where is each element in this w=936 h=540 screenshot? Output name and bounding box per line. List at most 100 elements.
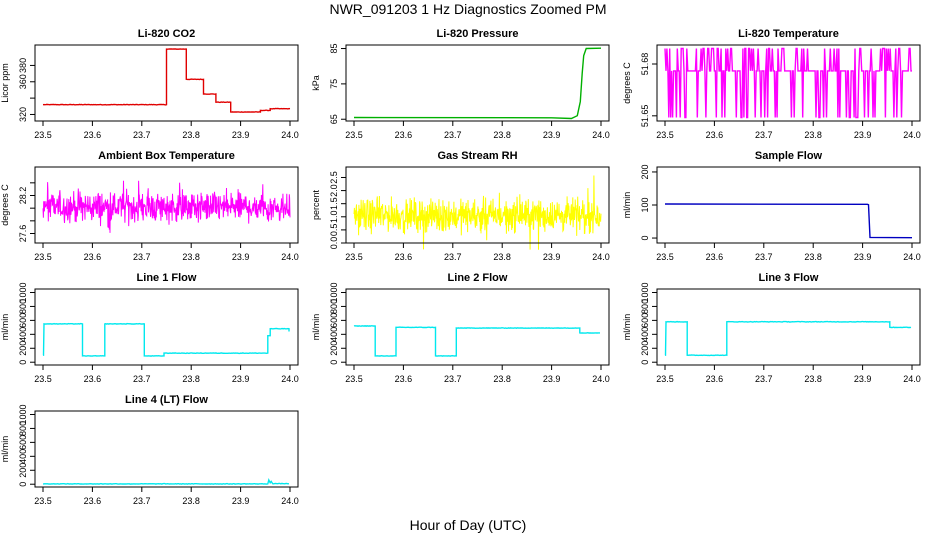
y-tick-label: 1000 bbox=[640, 282, 650, 302]
y-tick-label: 2.5 bbox=[329, 171, 339, 184]
y-tick-label: 360 bbox=[18, 74, 28, 89]
y-tick-label: 800 bbox=[329, 299, 339, 314]
y-tick-label: 600 bbox=[329, 313, 339, 328]
y-tick-label: 200 bbox=[18, 341, 28, 356]
y-tick-label: 400 bbox=[640, 327, 650, 342]
x-tick-label: 23.5 bbox=[345, 374, 363, 384]
x-tick-label: 23.7 bbox=[444, 374, 462, 384]
y-axis-label: percent bbox=[311, 189, 321, 220]
x-tick-label: 23.9 bbox=[543, 130, 561, 140]
panel-7: Line 1 Flow ml/min 23.5 23.6 23.7 23.8 23.9 24.… bbox=[0, 272, 299, 384]
x-tick-label: 23.7 bbox=[133, 496, 151, 506]
x-tick-label: 23.9 bbox=[854, 252, 872, 262]
x-tick-label: 23.7 bbox=[444, 252, 462, 262]
y-tick-label: 2.0 bbox=[329, 184, 339, 197]
panel-title: Li-820 Temperature bbox=[738, 28, 839, 40]
x-tick-label: 24.0 bbox=[903, 130, 921, 140]
y-tick-label: 1.5 bbox=[329, 197, 339, 210]
series-line-7 bbox=[42, 322, 290, 357]
y-tick-label: 200 bbox=[329, 341, 339, 356]
panel-8: Line 2 Flow ml/min 23.5 23.6 23.7 23.8 23.9 24.… bbox=[311, 272, 610, 384]
x-tick-label: 23.8 bbox=[182, 130, 200, 140]
x-tick-label: 23.8 bbox=[182, 496, 200, 506]
y-axis-label: ml/min bbox=[311, 314, 321, 341]
x-tick-label: 23.5 bbox=[34, 252, 52, 262]
x-tick-label: 24.0 bbox=[281, 130, 299, 140]
x-tick-label: 23.8 bbox=[804, 252, 822, 262]
panel-9: Line 3 Flow ml/min 23.5 23.6 23.7 23.8 23.9 24.… bbox=[622, 272, 921, 384]
series-line-9 bbox=[664, 320, 912, 357]
y-tick-label: 600 bbox=[18, 313, 28, 328]
y-tick-label: 1000 bbox=[18, 282, 28, 302]
y-tick-label: 200 bbox=[640, 164, 650, 179]
series-line-10 bbox=[43, 478, 290, 485]
panel-1: Li-820 CO2 Licor ppm 23.5 23.6 23.7 23.8 23.9 2… bbox=[0, 28, 299, 140]
plot-frame bbox=[345, 288, 610, 366]
plot-frame bbox=[34, 410, 299, 488]
series-line-1 bbox=[42, 48, 291, 113]
panel-2: Li-820 Pressure kPa 23.5 23.6 23.7 23.8 23.9 24… bbox=[311, 28, 610, 140]
y-tick-label: 380 bbox=[18, 58, 28, 73]
y-tick-label: 400 bbox=[18, 449, 28, 464]
panel-title: Ambient Box Temperature bbox=[98, 150, 235, 162]
panel-10: Line 4 (LT) Flow ml/min 23.5 23.6 23.7 23.8 23… bbox=[0, 394, 299, 506]
x-tick-label: 23.5 bbox=[656, 374, 674, 384]
y-tick-label: 0 bbox=[18, 482, 28, 487]
x-tick-label: 23.7 bbox=[133, 252, 151, 262]
plot-frame bbox=[656, 288, 921, 366]
x-tick-label: 23.6 bbox=[706, 374, 724, 384]
y-axis-label: degrees C bbox=[622, 62, 632, 104]
series-line-5 bbox=[353, 175, 602, 250]
y-tick-label: 800 bbox=[18, 299, 28, 314]
y-tick-label: 600 bbox=[18, 435, 28, 450]
y-tick-label: 600 bbox=[640, 313, 650, 328]
x-tick-label: 23.5 bbox=[34, 496, 52, 506]
series-line-2 bbox=[353, 47, 602, 120]
y-axis-label: ml/min bbox=[0, 314, 10, 341]
x-tick-label: 23.6 bbox=[84, 496, 102, 506]
plot-frame bbox=[656, 166, 921, 244]
x-tick-label: 24.0 bbox=[281, 496, 299, 506]
plot-frame bbox=[34, 288, 299, 366]
x-tick-label: 23.8 bbox=[182, 252, 200, 262]
x-tick-label: 23.7 bbox=[133, 374, 151, 384]
y-tick-label: 85 bbox=[329, 44, 339, 54]
x-tick-label: 24.0 bbox=[592, 252, 610, 262]
panel-title: Line 1 Flow bbox=[137, 272, 197, 284]
panel-6: Sample Flow ml/min 23.5 23.6 23.7 23.8 23.9 24.… bbox=[622, 150, 921, 262]
x-tick-label: 23.7 bbox=[755, 374, 773, 384]
y-tick-label: 1000 bbox=[18, 404, 28, 424]
series-line-6 bbox=[664, 203, 913, 239]
y-axis-label: degrees C bbox=[0, 184, 10, 226]
y-axis-label: Licor ppm bbox=[0, 63, 10, 103]
x-tick-label: 24.0 bbox=[592, 374, 610, 384]
x-tick-label: 23.8 bbox=[182, 374, 200, 384]
x-tick-label: 23.9 bbox=[543, 374, 561, 384]
x-tick-label: 23.5 bbox=[345, 130, 363, 140]
y-axis-label: ml/min bbox=[0, 436, 10, 463]
panel-5: Gas Stream RH percent 23.5 23.6 23.7 23.8 23.9… bbox=[311, 150, 610, 262]
y-tick-label: 200 bbox=[640, 341, 650, 356]
y-tick-label: 1000 bbox=[329, 282, 339, 302]
y-axis-label: kPa bbox=[311, 75, 321, 91]
panel-title: Li-820 CO2 bbox=[138, 28, 195, 40]
x-tick-label: 23.5 bbox=[656, 252, 674, 262]
x-tick-label: 24.0 bbox=[281, 374, 299, 384]
panel-title: Line 4 (LT) Flow bbox=[125, 394, 208, 406]
x-tick-label: 23.6 bbox=[706, 130, 724, 140]
y-tick-label: 51.65 bbox=[640, 105, 650, 128]
figure-x-axis-label: Hour of Day (UTC) bbox=[409, 517, 527, 533]
x-tick-label: 23.6 bbox=[395, 374, 413, 384]
x-tick-label: 23.5 bbox=[34, 374, 52, 384]
y-tick-label: 51.68 bbox=[640, 53, 650, 76]
plot-frame bbox=[345, 44, 610, 122]
y-tick-label: 27.6 bbox=[18, 225, 28, 243]
y-tick-label: 0.5 bbox=[329, 224, 339, 237]
y-tick-label: 320 bbox=[18, 107, 28, 122]
y-tick-label: 0 bbox=[329, 360, 339, 365]
y-tick-label: 0 bbox=[640, 360, 650, 365]
x-tick-label: 24.0 bbox=[903, 252, 921, 262]
x-tick-label: 23.6 bbox=[395, 130, 413, 140]
panel-title: Gas Stream RH bbox=[437, 150, 517, 162]
x-tick-label: 23.5 bbox=[345, 252, 363, 262]
